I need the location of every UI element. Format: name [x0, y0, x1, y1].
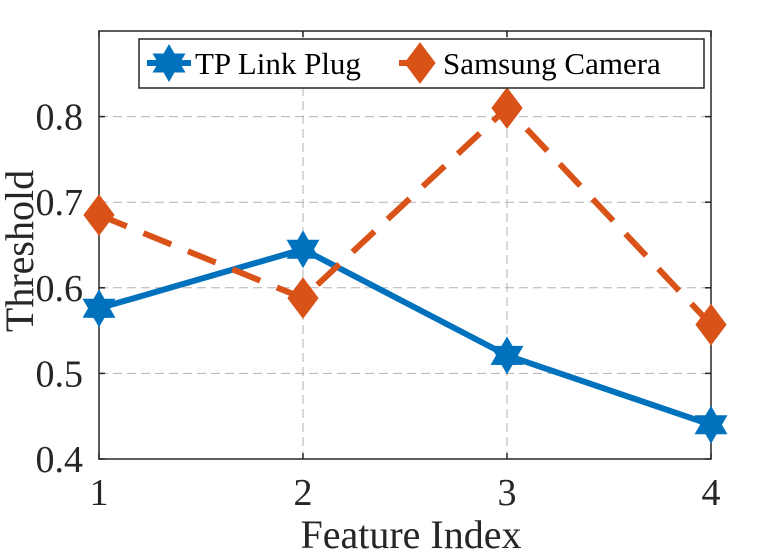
- y-axis-title: Threshold: [0, 170, 42, 332]
- y-tick-label: 0.7: [36, 182, 84, 224]
- legend-entry-1: TP Link Plug: [147, 44, 361, 82]
- data-point: [695, 303, 727, 346]
- legend-marker: [404, 42, 436, 84]
- y-tick-label: 0.8: [36, 97, 84, 139]
- legend-label: Samsung Camera: [443, 46, 661, 81]
- x-tick-label: 2: [294, 472, 313, 514]
- legend: TP Link Plug Samsung Camera: [138, 38, 705, 89]
- x-tick-labels: 1 2 3 4: [90, 472, 721, 514]
- data-point: [287, 277, 319, 319]
- data-point: [491, 87, 523, 129]
- legend-entry-2: Samsung Camera: [399, 42, 661, 84]
- legend-label: TP Link Plug: [195, 46, 361, 81]
- y-tick-label: 0.6: [36, 268, 84, 310]
- y-tick-label: 0.4: [36, 439, 84, 481]
- series-2: [83, 87, 727, 346]
- data-point: [82, 289, 116, 328]
- series-1: [82, 230, 728, 444]
- series-layer: [82, 87, 728, 444]
- plot-frame: [98, 30, 712, 460]
- series-line: [98, 246, 712, 428]
- series-line: [97, 105, 714, 327]
- axis-ticks: [98, 31, 712, 460]
- data-point: [286, 230, 320, 269]
- x-tick-label: 4: [702, 472, 721, 514]
- data-point: [83, 194, 115, 236]
- data-point: [490, 336, 524, 375]
- x-tick-label: 1: [90, 472, 109, 514]
- y-tick-label: 0.5: [36, 353, 84, 395]
- x-axis-title: Feature Index: [300, 512, 521, 555]
- y-tick-labels: 0.4 0.5 0.6 0.7 0.8: [36, 97, 84, 481]
- data-point: [694, 405, 728, 444]
- legend-marker: [152, 44, 186, 82]
- x-tick-label: 3: [498, 472, 517, 514]
